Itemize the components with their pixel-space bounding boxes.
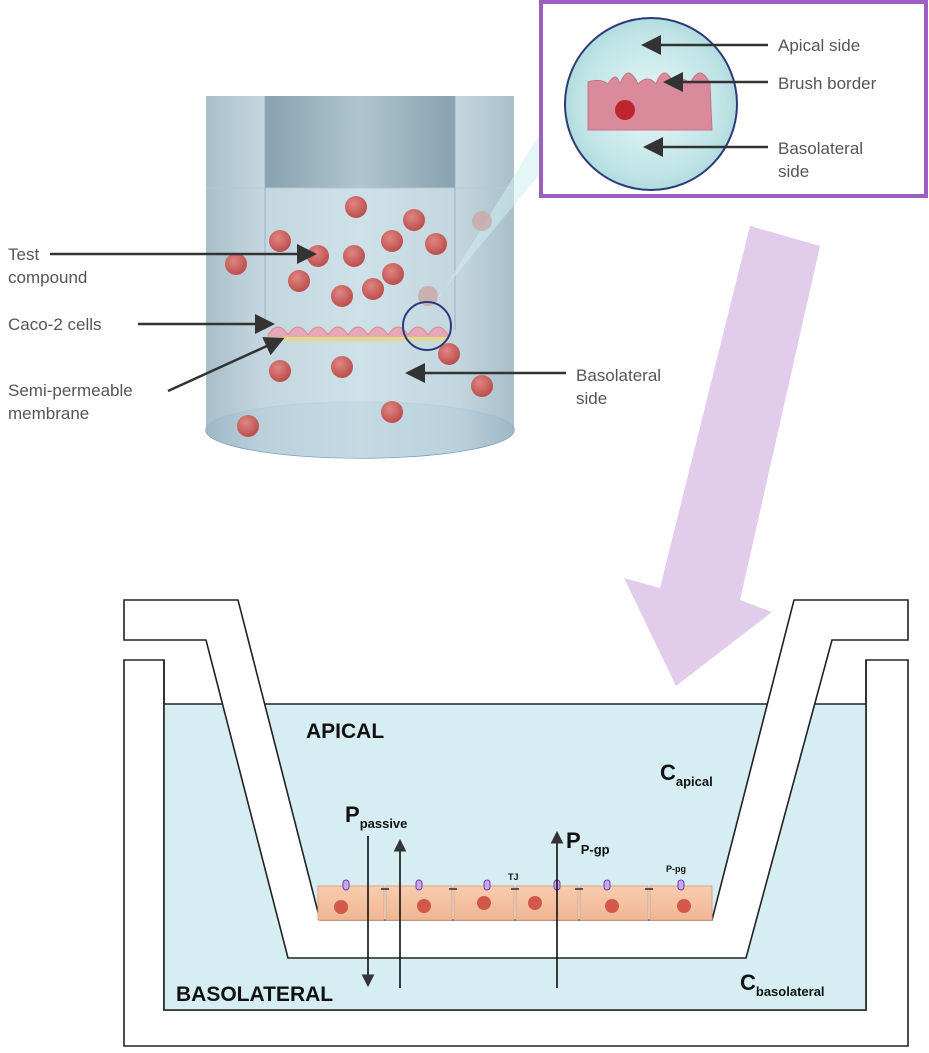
transition-arrow: [624, 226, 820, 686]
c-apical-label: Capical: [660, 760, 713, 789]
test-compound-label: Test compound: [8, 245, 87, 287]
inset-arrows: [641, 35, 768, 157]
magnifier-circle: [402, 301, 452, 351]
inset-box: [539, 0, 928, 198]
p-passive-label: Ppassive: [345, 802, 407, 831]
caco2-cell-layer: [267, 326, 449, 339]
semi-permeable-membrane: [268, 337, 448, 341]
p-pgp-label: PP-gp: [566, 828, 610, 857]
basolateral-side-label: Basolateral side: [576, 366, 666, 408]
inset-apical-side: Apical side: [778, 36, 860, 55]
top-label-arrows: [50, 244, 566, 393]
nucleus: [615, 100, 635, 120]
inset-brush-border: Brush border: [778, 74, 877, 93]
apical-label: APICAL: [306, 720, 384, 743]
transwell-cylinder: [205, 96, 515, 459]
well-cross-section: [123, 599, 909, 1047]
caco2-cells-label: Caco-2 cells: [8, 315, 102, 334]
pgp-transporter-label: P-pg: [666, 864, 686, 874]
cell-monolayer: [317, 879, 713, 921]
basolateral-label: BASOLATERAL: [176, 983, 333, 1006]
c-basolateral-label: Cbasolateral: [740, 970, 825, 999]
inset-basolateral-side: Basolateral side: [778, 139, 868, 181]
tj-label: TJ: [508, 872, 519, 882]
membrane-label: Semi-permeable membrane: [8, 381, 137, 423]
permeability-arrows: [361, 830, 564, 988]
